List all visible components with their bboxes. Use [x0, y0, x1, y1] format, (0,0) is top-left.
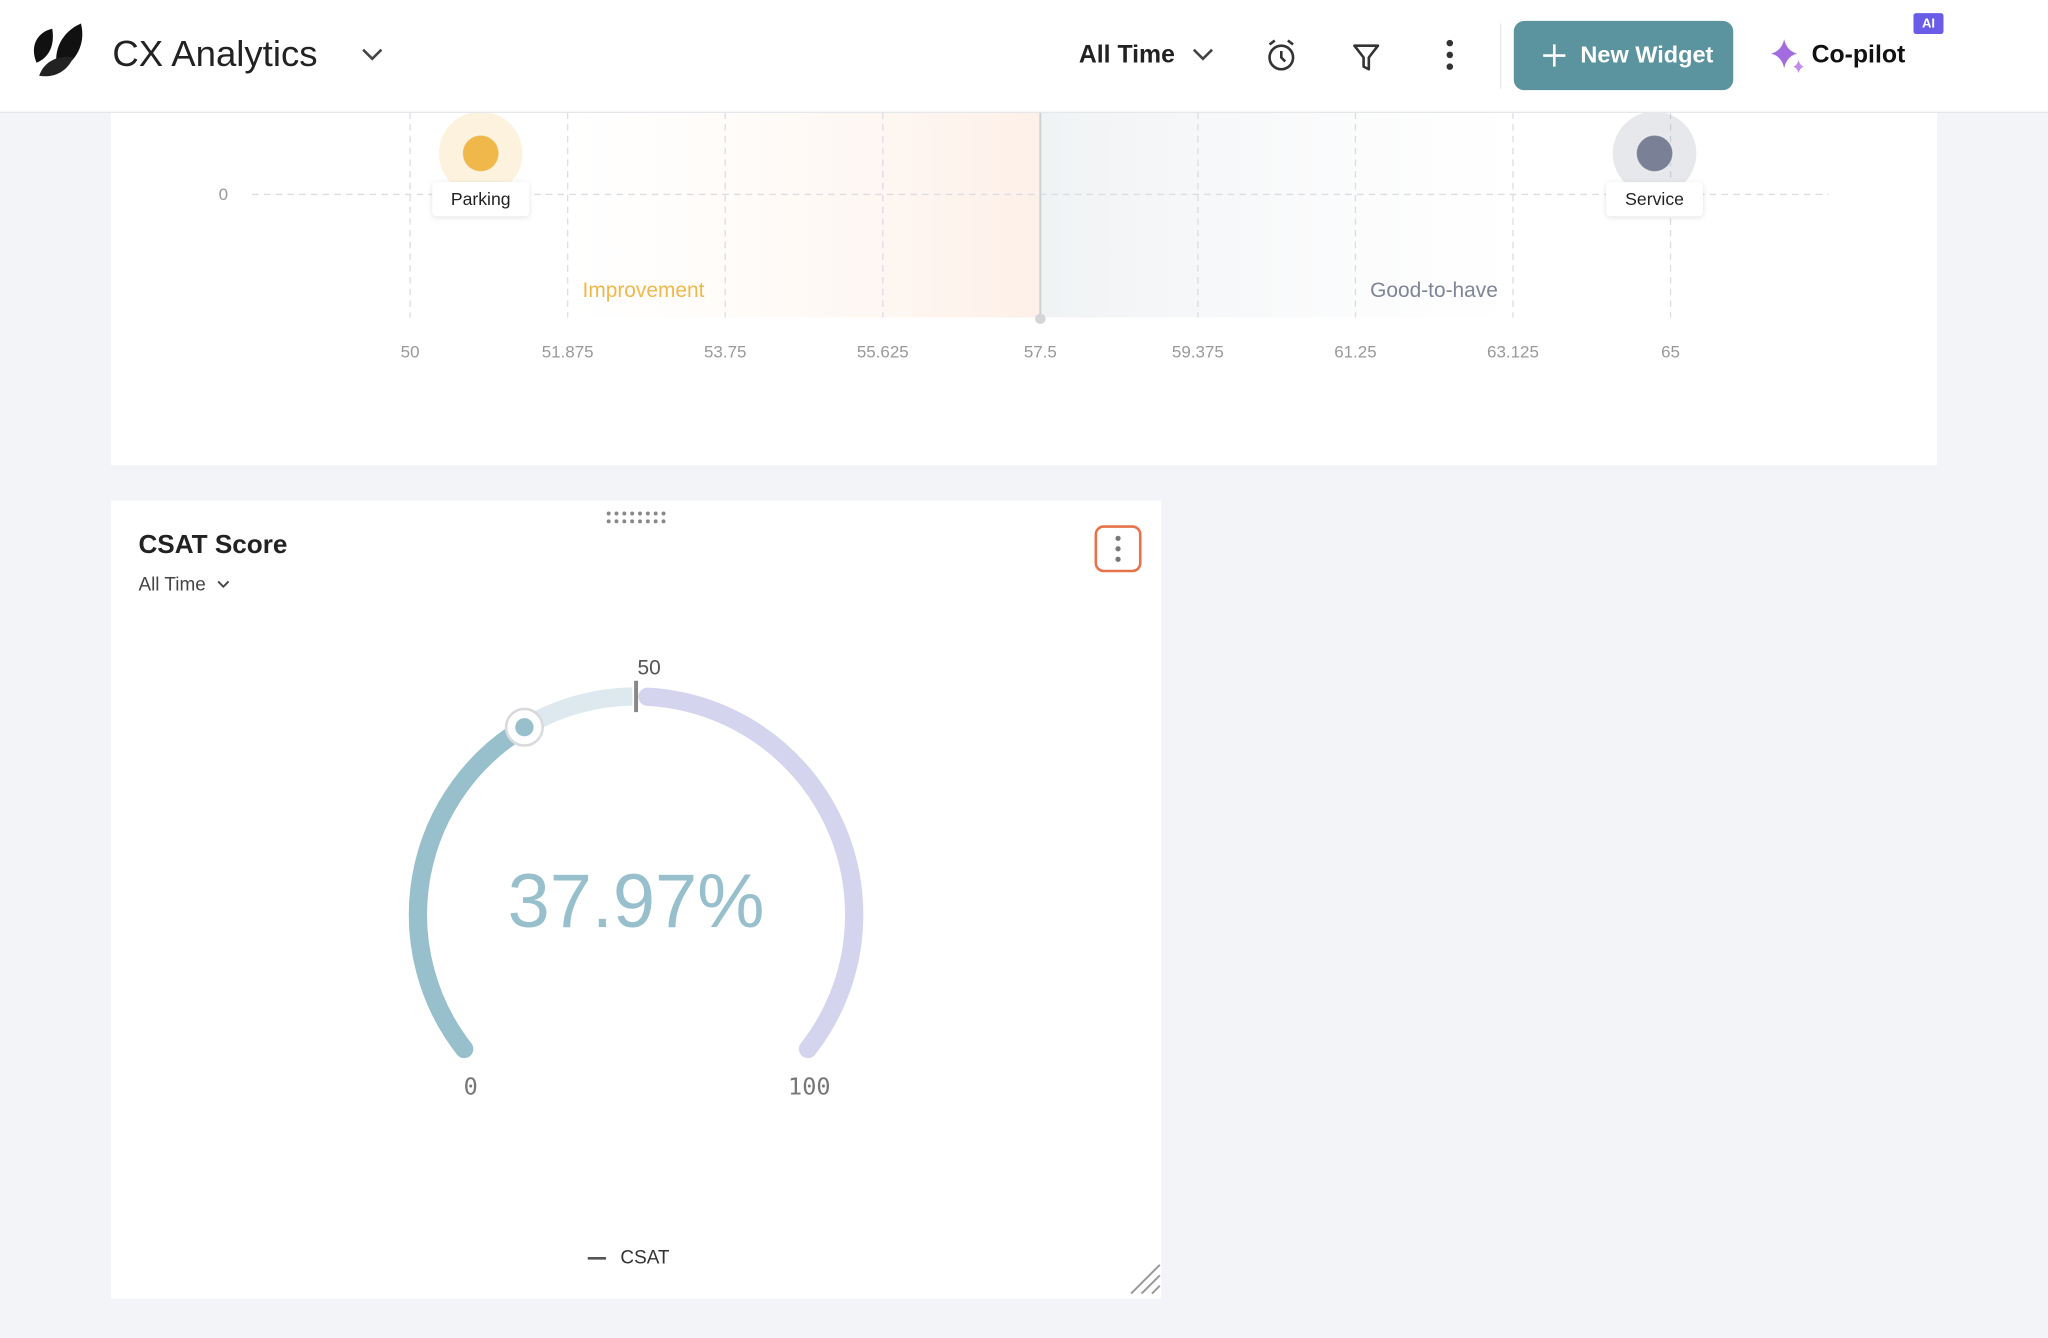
logo[interactable] — [23, 20, 95, 79]
time-filter[interactable]: All Time — [1079, 42, 1175, 69]
dot — [653, 519, 658, 524]
widget-filter[interactable]: All Time — [138, 574, 205, 595]
quadrant-shade — [1039, 112, 1513, 318]
point-label-box — [432, 182, 530, 217]
gauge-upper — [638, 687, 864, 1059]
quadrant-shade — [566, 112, 1040, 318]
gauge-tick-label: 50 — [638, 657, 661, 680]
point — [1635, 134, 1674, 173]
dot — [1115, 556, 1121, 562]
point-label: Parking — [451, 189, 511, 209]
x-tick-label: 59.375 — [1172, 342, 1224, 361]
dot — [645, 519, 650, 524]
x-tick-label: 53.75 — [704, 342, 746, 361]
gauge-card — [111, 500, 1162, 1299]
quadrant-label: Good-to-have — [1370, 279, 1498, 302]
new-widget-label[interactable]: New Widget — [1580, 41, 1713, 67]
app-title[interactable]: CX Analytics — [112, 33, 317, 74]
dot — [645, 511, 650, 516]
dot — [638, 511, 642, 516]
sparkle-icon[interactable] — [1771, 39, 1798, 68]
gauge-value — [408, 718, 534, 1059]
filter-chevron[interactable] — [217, 580, 230, 588]
drag-handle[interactable] — [606, 511, 666, 524]
dot — [630, 511, 635, 516]
ai-badge — [1913, 13, 1944, 34]
x-tick-label: 55.625 — [857, 342, 909, 361]
divider-end — [1035, 313, 1046, 325]
copilot-label[interactable]: Co-pilot — [1812, 42, 1906, 69]
sparkle-icon — [1793, 60, 1804, 74]
resize-handle[interactable] — [1130, 1264, 1161, 1295]
dot — [1446, 51, 1454, 59]
dot — [1446, 63, 1454, 70]
legend-label: CSAT — [620, 1247, 670, 1268]
clock-face — [1268, 44, 1295, 71]
title-chevron[interactable] — [362, 48, 383, 61]
more-menu[interactable] — [1446, 39, 1454, 70]
x-tick-label: 57.5 — [1024, 342, 1057, 361]
leaf — [39, 56, 74, 77]
clock-hands — [1268, 39, 1294, 63]
dot — [630, 519, 635, 524]
leaf — [33, 28, 53, 63]
dot — [614, 519, 619, 524]
dot — [638, 519, 642, 524]
dot — [622, 519, 627, 524]
gauge-tick-label: 0 — [464, 1073, 478, 1101]
dot — [653, 511, 658, 516]
x-tick-label: 61.25 — [1334, 342, 1376, 361]
dot — [606, 519, 611, 524]
widget-menu[interactable] — [1094, 525, 1142, 573]
widget-title: CSAT Score — [138, 529, 287, 559]
gauge-value-label: 37.97% — [508, 859, 765, 944]
ai-badge-label: AI — [1922, 16, 1935, 31]
dot — [622, 511, 627, 516]
plus-icon — [1543, 44, 1566, 67]
gauge-tick-label: 100 — [788, 1073, 830, 1101]
dot — [1446, 39, 1454, 47]
point-label-box — [1606, 182, 1703, 217]
x-tick-label: 51.875 — [542, 342, 594, 361]
alarm-icon[interactable] — [1268, 39, 1295, 71]
quadrant-label: Improvement — [583, 279, 705, 302]
dot — [661, 511, 666, 516]
x-tick-label: 63.125 — [1487, 342, 1539, 361]
point — [461, 134, 500, 173]
dot — [606, 511, 611, 516]
new-widget-button[interactable] — [1513, 20, 1734, 91]
quadrant-chart: 50 51.875 53.75 55.625 57.5 59.375 61.25 63.125… — [219, 111, 1829, 361]
time-chevron[interactable] — [1192, 48, 1214, 61]
filter-icon[interactable] — [1353, 44, 1380, 71]
y-tick-label: 0 — [219, 185, 228, 204]
x-tick-label: 65 — [1661, 342, 1680, 361]
gauge: 50 0 100 37.97% CSAT — [408, 657, 864, 1268]
dot — [614, 511, 619, 516]
gauge-indicator-dot — [515, 718, 534, 737]
point-label: Service — [1625, 189, 1684, 209]
dot — [661, 519, 666, 524]
dot — [1115, 535, 1121, 541]
dot — [1115, 546, 1121, 552]
x-tick-label: 50 — [401, 342, 420, 361]
